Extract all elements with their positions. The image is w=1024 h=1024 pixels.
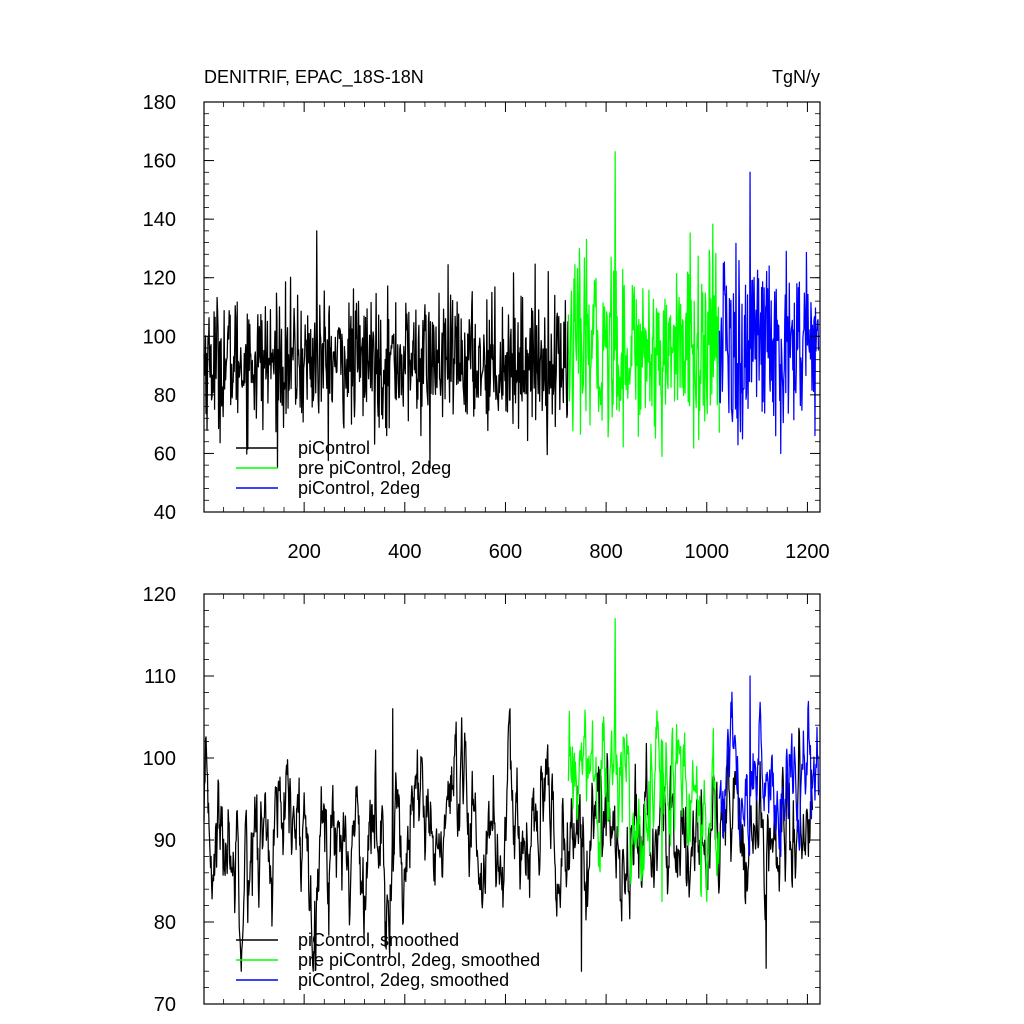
- y-tick-label: 140: [143, 209, 176, 231]
- x-tick-label: 1000: [685, 541, 730, 563]
- legend-label-0: piControl, smoothed: [298, 930, 459, 950]
- legend-label-0: piControl: [298, 438, 370, 458]
- series-line-1: [567, 151, 720, 457]
- y-tick-label: 80: [154, 385, 176, 407]
- plot-frame: [203, 101, 821, 513]
- legend-label-1: pre piControl, 2deg: [298, 458, 451, 478]
- legend-label-1: pre piControl, 2deg, smoothed: [298, 950, 540, 970]
- series-layer: [203, 617, 820, 972]
- panel-top: DENITRIF, EPAC_18S-18N TgN/y 40 60 80 100 12…: [143, 67, 830, 563]
- y-tick-label: 180: [143, 92, 176, 114]
- x-tick-label: 600: [489, 541, 522, 563]
- y-tick-label: 70: [154, 994, 176, 1016]
- units-label: TgN/y: [772, 67, 820, 87]
- series-line-2: [718, 675, 820, 858]
- y-tick-label: 40: [154, 502, 176, 524]
- y-tick-label: 90: [154, 830, 176, 852]
- plot-frame: [203, 593, 821, 1005]
- series-layer: [203, 151, 820, 469]
- legend-label-2: piControl, 2deg: [298, 478, 420, 498]
- x-tick-label: 400: [388, 541, 421, 563]
- y-tick-label: 120: [143, 268, 176, 290]
- series-line-2: [718, 171, 820, 455]
- axes-layer: 70 80 90 100 110 120: [143, 584, 821, 1016]
- chart-title: DENITRIF, EPAC_18S-18N: [204, 67, 424, 88]
- legend-label-2: piControl, 2deg, smoothed: [298, 970, 509, 990]
- y-tick-label: 160: [143, 151, 176, 173]
- x-tick-label: 200: [287, 541, 320, 563]
- y-tick-label: 110: [144, 666, 176, 688]
- axes-layer: 40 60 80 100 120 140 160 180 200 400 600 800 1000 120…: [143, 92, 830, 563]
- y-tick-label: 120: [143, 584, 176, 606]
- y-tick-label: 60: [154, 443, 176, 465]
- series-line-0: [203, 708, 814, 972]
- x-tick-label: 1200: [785, 541, 830, 563]
- series-line-1: [567, 617, 720, 903]
- series-line-0: [203, 230, 569, 469]
- y-tick-label: 80: [154, 912, 176, 934]
- y-tick-label: 100: [143, 748, 176, 770]
- x-tick-label: 800: [589, 541, 622, 563]
- y-tick-label: 100: [143, 326, 176, 348]
